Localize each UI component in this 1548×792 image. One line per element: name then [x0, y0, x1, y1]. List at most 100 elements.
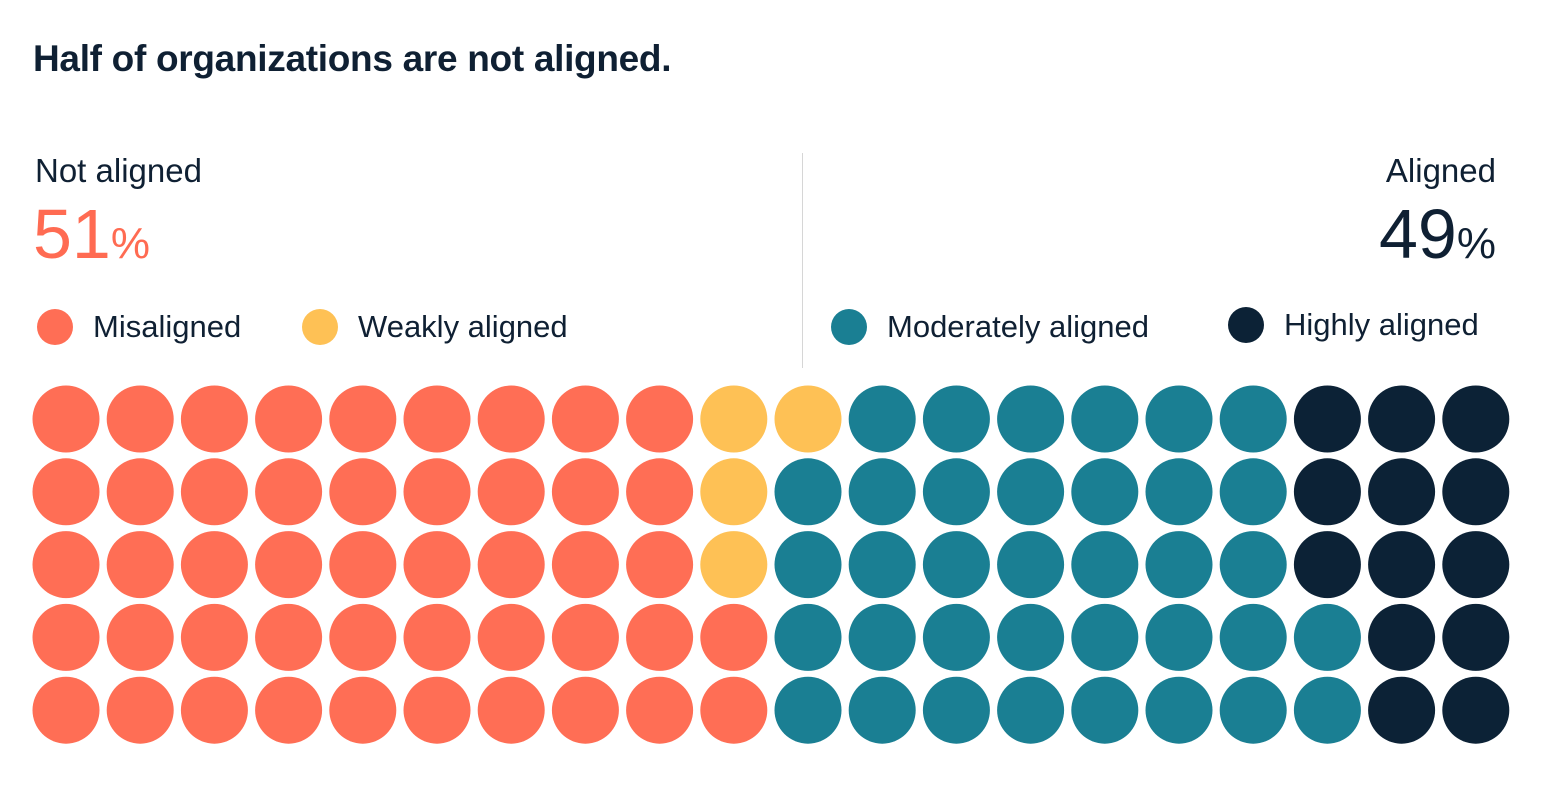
- aligned-unit: %: [1456, 219, 1496, 268]
- waffle-dot-misaligned: [626, 385, 694, 453]
- waffle-dot-moderately-aligned: [848, 531, 916, 599]
- waffle-dot-misaligned: [180, 385, 248, 453]
- waffle-dot-highly-aligned: [1368, 531, 1436, 599]
- waffle-dot-moderately-aligned: [997, 531, 1065, 599]
- waffle-dot-misaligned: [106, 385, 174, 453]
- legend-highly-aligned: Highly aligned: [1228, 306, 1479, 344]
- aligned-value: 49: [1379, 195, 1457, 273]
- waffle-dot-moderately-aligned: [774, 458, 842, 526]
- waffle-dot-misaligned: [255, 458, 323, 526]
- waffle-dot-misaligned: [32, 603, 100, 671]
- waffle-dot-misaligned: [403, 385, 471, 453]
- legend-misaligned: Misaligned: [37, 308, 241, 346]
- waffle-dot-weakly-aligned: [700, 531, 768, 599]
- waffle-dot-highly-aligned: [1293, 385, 1361, 453]
- waffle-dot-moderately-aligned: [1145, 531, 1213, 599]
- waffle-dot-misaligned: [255, 385, 323, 453]
- waffle-dot-highly-aligned: [1293, 458, 1361, 526]
- waffle-dot-weakly-aligned: [774, 385, 842, 453]
- waffle-dot-misaligned: [32, 531, 100, 599]
- aligned-label: Aligned: [1385, 152, 1496, 189]
- waffle-dot-moderately-aligned: [922, 385, 990, 453]
- waffle-dot-highly-aligned: [1293, 531, 1361, 599]
- waffle-dot-misaligned: [255, 531, 323, 599]
- waffle-dot-moderately-aligned: [922, 603, 990, 671]
- waffle-dot-misaligned: [700, 603, 768, 671]
- waffle-dot-misaligned: [329, 531, 397, 599]
- waffle-dot-moderately-aligned: [1145, 676, 1213, 744]
- waffle-dot-misaligned: [329, 603, 397, 671]
- waffle-dot-moderately-aligned: [997, 603, 1065, 671]
- not-aligned-percent: 51%: [33, 196, 150, 282]
- waffle-dot-misaligned: [180, 531, 248, 599]
- waffle-dot-moderately-aligned: [1293, 676, 1361, 744]
- waffle-dot-weakly-aligned: [700, 385, 768, 453]
- waffle-dot-misaligned: [626, 676, 694, 744]
- waffle-dot-moderately-aligned: [774, 603, 842, 671]
- waffle-dot-misaligned: [106, 603, 174, 671]
- waffle-dot-moderately-aligned: [848, 676, 916, 744]
- waffle-dot-moderately-aligned: [774, 531, 842, 599]
- waffle-dot-misaligned: [477, 676, 545, 744]
- legend-label-highly-aligned: Highly aligned: [1284, 307, 1479, 342]
- waffle-dot-misaligned: [32, 676, 100, 744]
- waffle-dot-moderately-aligned: [848, 458, 916, 526]
- waffle-dot-moderately-aligned: [922, 458, 990, 526]
- waffle-dot-misaligned: [551, 676, 619, 744]
- waffle-dot-highly-aligned: [1442, 458, 1510, 526]
- waffle-dot-moderately-aligned: [1219, 676, 1287, 744]
- waffle-dot-misaligned: [180, 458, 248, 526]
- waffle-dot-highly-aligned: [1442, 603, 1510, 671]
- waffle-dot-misaligned: [32, 458, 100, 526]
- not-aligned-value: 51: [33, 195, 111, 273]
- waffle-dot-moderately-aligned: [1219, 603, 1287, 671]
- waffle-dot-highly-aligned: [1368, 458, 1436, 526]
- waffle-dot-misaligned: [477, 531, 545, 599]
- not-aligned-unit: %: [110, 219, 150, 268]
- waffle-dot-misaligned: [626, 603, 694, 671]
- waffle-dot-misaligned: [106, 458, 174, 526]
- waffle-dot-moderately-aligned: [1071, 603, 1139, 671]
- chart-title: Half of organizations are not aligned.: [33, 38, 672, 79]
- waffle-dot-misaligned: [477, 603, 545, 671]
- waffle-dot-highly-aligned: [1368, 676, 1436, 744]
- waffle-dot-moderately-aligned: [922, 676, 990, 744]
- waffle-dot-moderately-aligned: [1071, 676, 1139, 744]
- aligned-percent: 49%: [1379, 196, 1496, 282]
- waffle-dot-moderately-aligned: [848, 385, 916, 453]
- waffle-dot-misaligned: [180, 676, 248, 744]
- waffle-dot-moderately-aligned: [1219, 458, 1287, 526]
- waffle-dot-highly-aligned: [1368, 385, 1436, 453]
- legend-dot-moderately-aligned: [831, 309, 867, 345]
- waffle-dot-moderately-aligned: [1071, 385, 1139, 453]
- not-aligned-label: Not aligned: [35, 152, 202, 189]
- waffle-dot-moderately-aligned: [774, 676, 842, 744]
- waffle-dot-moderately-aligned: [1293, 603, 1361, 671]
- waffle-dot-moderately-aligned: [1145, 458, 1213, 526]
- waffle-dot-misaligned: [255, 676, 323, 744]
- legend-moderately-aligned: Moderately aligned: [831, 308, 1149, 346]
- waffle-dot-misaligned: [106, 676, 174, 744]
- waffle-dot-weakly-aligned: [700, 458, 768, 526]
- waffle-dot-moderately-aligned: [997, 676, 1065, 744]
- waffle-dot-misaligned: [551, 458, 619, 526]
- group-divider: [802, 153, 803, 368]
- legend-label-moderately-aligned: Moderately aligned: [887, 309, 1149, 344]
- waffle-dot-misaligned: [551, 385, 619, 453]
- waffle-dot-moderately-aligned: [1219, 531, 1287, 599]
- waffle-dot-misaligned: [329, 458, 397, 526]
- waffle-dot-misaligned: [403, 603, 471, 671]
- waffle-dot-highly-aligned: [1442, 531, 1510, 599]
- waffle-dot-misaligned: [106, 531, 174, 599]
- waffle-dot-highly-aligned: [1442, 385, 1510, 453]
- waffle-dot-moderately-aligned: [1219, 385, 1287, 453]
- waffle-dot-misaligned: [626, 458, 694, 526]
- waffle-dot-misaligned: [551, 531, 619, 599]
- legend-dot-misaligned: [37, 309, 73, 345]
- waffle-dot-misaligned: [403, 676, 471, 744]
- waffle-dot-highly-aligned: [1368, 603, 1436, 671]
- waffle-dot-moderately-aligned: [922, 531, 990, 599]
- waffle-dot-misaligned: [255, 603, 323, 671]
- legend-label-misaligned: Misaligned: [93, 309, 242, 344]
